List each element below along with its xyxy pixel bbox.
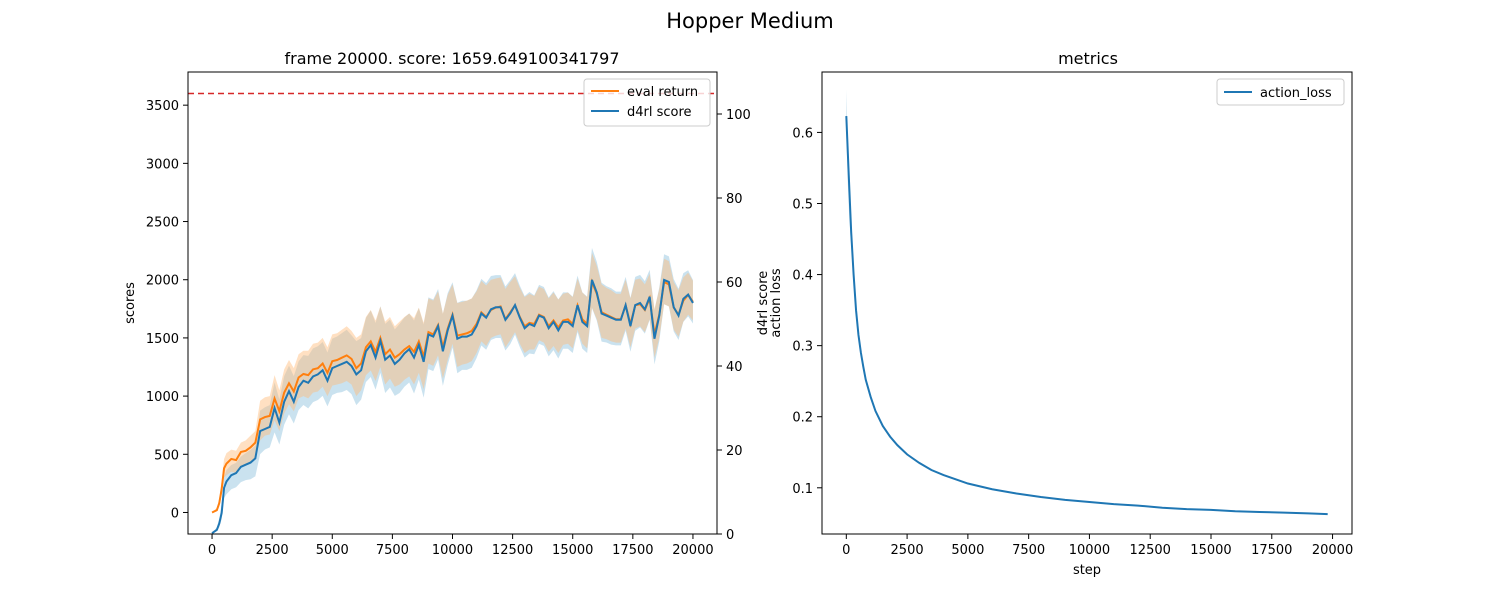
series-d4rl-score xyxy=(211,278,694,534)
left-y2-tick-label: 60 xyxy=(726,276,743,291)
left-y-tick-label: 2500 xyxy=(146,216,179,231)
right-plot-area xyxy=(845,89,1328,516)
right-y-tick-label: 0.5 xyxy=(792,197,813,212)
left-y2-label-top: d4rl score xyxy=(756,271,771,336)
right-x-tick-label: 20000 xyxy=(1312,543,1353,558)
right-legend: action_loss xyxy=(1216,78,1345,106)
left-y2-tick-label: 100 xyxy=(726,108,751,123)
left-x-tick-label: 2500 xyxy=(256,543,289,558)
left-x-tick-label: 7500 xyxy=(376,543,409,558)
right-y-tick-label: 0.6 xyxy=(792,126,813,141)
left-x-tick-label: 20000 xyxy=(672,543,713,558)
left-x-tick-label: 0 xyxy=(208,543,216,558)
left-y-tick-label: 3500 xyxy=(146,99,179,114)
left-plot-area xyxy=(188,92,717,534)
right-x-tick-label: 12500 xyxy=(1130,543,1171,558)
chart-right-title: metrics xyxy=(1058,49,1118,68)
right-y-tick-label: 0.4 xyxy=(792,269,813,284)
right-x-ticks: 0 2500 5000 7500 10000 12500 15000 17500 20000 xyxy=(842,534,1353,558)
left-x-tick-label: 17500 xyxy=(612,543,653,558)
left-x-tick-label: 10000 xyxy=(432,543,473,558)
left-x-ticks: 0 2500 5000 7500 10000 12500 15000 17500 20000 xyxy=(208,534,714,558)
legend-label-d4rl-score: d4rl score xyxy=(627,105,692,120)
left-y2-label-bottom: action loss xyxy=(769,268,784,337)
d4rl-score-band xyxy=(212,247,693,534)
right-y-ticks: 0.1 0.2 0.3 0.4 0.5 0.6 xyxy=(792,126,822,497)
chart-metrics: metrics 0 2500 5000 7500 10000 12500 15000 1750… xyxy=(792,49,1353,578)
right-x-tick-label: 5000 xyxy=(951,543,984,558)
right-x-tick-label: 17500 xyxy=(1251,543,1292,558)
legend-label-eval-return: eval return xyxy=(627,85,698,100)
right-x-tick-label: 7500 xyxy=(1012,543,1045,558)
left-legend: eval return d4rl score xyxy=(583,78,711,127)
left-y2-tick-label: 0 xyxy=(726,528,734,543)
series-action-loss xyxy=(845,116,1328,516)
figure-suptitle: Hopper Medium xyxy=(666,9,834,33)
left-y-tick-label: 0 xyxy=(171,506,179,521)
chart-left-title: frame 20000. score: 1659.649100341797 xyxy=(284,49,619,68)
left-y2-tick-label: 20 xyxy=(726,444,743,459)
left-y-tick-label: 3000 xyxy=(146,157,179,172)
eval-return-band xyxy=(212,252,693,513)
right-x-label: step xyxy=(1073,563,1101,578)
right-x-tick-label: 2500 xyxy=(891,543,924,558)
left-y2-ticks: 0 20 40 60 80 100 xyxy=(717,108,751,543)
left-y-ticks: 0 500 1000 1500 2000 2500 3000 3500 xyxy=(146,99,188,521)
right-x-tick-label: 0 xyxy=(842,543,850,558)
right-legend-box xyxy=(1216,78,1345,106)
right-x-tick-label: 10000 xyxy=(1069,543,1110,558)
left-y-tick-label: 500 xyxy=(154,448,179,463)
left-y-tick-label: 1500 xyxy=(146,332,179,347)
left-y2-tick-label: 40 xyxy=(726,360,743,375)
left-x-tick-label: 5000 xyxy=(316,543,349,558)
left-y-tick-label: 2000 xyxy=(146,274,179,289)
left-x-tick-label: 15000 xyxy=(552,543,593,558)
right-x-tick-label: 15000 xyxy=(1190,543,1231,558)
right-axes-frame xyxy=(821,71,1353,535)
left-y2-tick-label: 80 xyxy=(726,192,743,207)
right-y-tick-label: 0.2 xyxy=(792,411,813,426)
left-y-label: scores xyxy=(123,282,138,324)
right-y-tick-label: 0.1 xyxy=(792,482,813,497)
legend-label-action-loss: action_loss xyxy=(1260,86,1332,101)
left-x-tick-label: 12500 xyxy=(492,543,533,558)
right-y-tick-label: 0.3 xyxy=(792,340,813,355)
left-y-tick-label: 1000 xyxy=(146,390,179,405)
